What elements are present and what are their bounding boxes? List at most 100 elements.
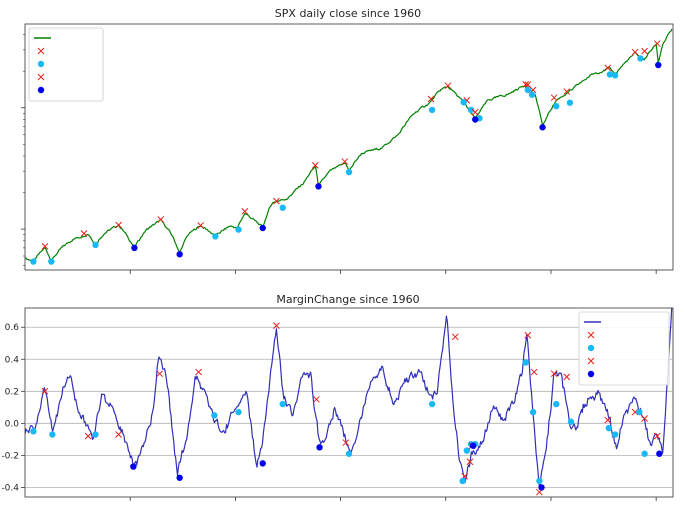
localhigh-marker [444,82,452,90]
localow-marker [345,450,353,457]
cyclelow-marker [656,450,663,457]
localow-marker [428,106,436,114]
localhigh-marker [84,432,92,440]
localhigh-marker [641,47,648,55]
localhigh-marker [311,162,319,169]
cyclelow-marker [176,251,183,258]
localow-marker [49,431,56,438]
cyclelow-marker [469,442,477,449]
cyclelow-marker [538,484,545,491]
localow-marker [606,71,614,78]
legend-x-swatch [587,331,595,339]
localow-marker [345,168,353,176]
localhigh-marker [641,415,648,422]
localow-marker [30,428,37,435]
localow-marker [528,91,536,98]
localhigh-marker [342,439,350,446]
localow-marker [235,226,242,233]
localow-marker [605,424,613,432]
y-tick-label: 0.2 [5,387,19,397]
localhigh-marker [563,373,571,381]
legend-x-swatch [37,47,45,55]
legend-x-swatch [37,73,45,81]
plot-area [25,28,673,265]
localhigh-marker [524,331,532,339]
localow-marker [467,106,475,114]
localhigh-marker [550,94,558,102]
margin-chart: MarginChange since 1960 -0.4 -0.2 0.0 0.2 0.… [1,293,674,501]
legend [578,311,670,386]
localow-marker [553,102,560,110]
localow-marker [536,477,543,485]
localow-marker [30,258,37,265]
localow-marker [460,99,467,106]
legend-dot-swatch [587,370,595,378]
cyclelow-marker [131,244,138,252]
cyclelow-marker [130,463,137,470]
localow-marker [611,431,619,438]
y-tick-label: -0.4 [1,483,19,493]
localhigh-marker [604,64,612,72]
localhigh-marker [41,243,49,250]
localhigh-marker [156,370,164,378]
cyclelow-marker [655,61,662,69]
localow-marker [524,86,532,94]
localhigh-marker [195,368,202,376]
localhigh-marker [530,368,538,376]
localow-marker [428,400,436,408]
cyclelow-marker [259,224,266,232]
cyclehigh-marker [471,108,479,116]
localhigh-marker [241,207,249,215]
localhigh-marker [115,431,122,438]
localhigh-marker [604,416,612,424]
localhigh-marker [273,197,280,205]
cyclelow-marker [315,183,322,190]
legend-dot-swatch [37,86,45,94]
plot-area [25,308,673,496]
plot-frame [24,307,674,498]
localhigh-marker [197,222,205,229]
cyclelow-marker [472,116,479,123]
margin-chart-title: MarginChange since 1960 [276,293,419,306]
localow-marker [48,258,55,265]
localhigh-marker [466,458,474,466]
localow-marker [566,99,574,106]
cyclehigh-marker [524,81,532,89]
localhigh-marker [451,333,459,341]
localow-marker [459,477,466,485]
localow-marker [463,447,471,454]
localow-marker [641,450,648,457]
cyclelow-marker [176,474,183,481]
y-tick-label: 0.0 [5,419,20,429]
y-tick-label: 0.6 [5,323,20,333]
localhigh-marker [653,432,661,440]
localow-marker [92,431,99,438]
localhigh-marker [550,370,558,378]
localhigh-marker [522,80,530,88]
spx-chart: SPX daily close since 1960 [21,7,674,274]
localow-marker [235,408,242,416]
legend-box [28,27,104,102]
localow-marker [279,204,286,211]
spx-chart-title: SPX daily close since 1960 [275,7,421,20]
y-tick-label: -0.2 [1,451,19,461]
localow-marker [522,359,529,366]
cyclelow-marker [539,124,546,131]
localhigh-marker [313,395,320,403]
legend-dot-swatch [37,60,45,68]
localow-marker [567,418,575,425]
cyclelow-marker [259,460,266,467]
y-tick-label: 0.4 [5,355,20,365]
localow-marker [529,408,537,416]
plot-frame [24,23,674,271]
legend-dot-swatch [587,344,595,352]
localhigh-marker [341,158,349,165]
localow-marker [211,412,218,419]
localhigh-marker [80,230,88,237]
localhigh-marker [115,221,122,229]
legend-x-swatch [587,357,595,365]
localhigh-marker [563,88,571,95]
localow-marker [636,408,643,416]
localow-marker [637,55,644,62]
localhigh-marker [273,322,280,329]
